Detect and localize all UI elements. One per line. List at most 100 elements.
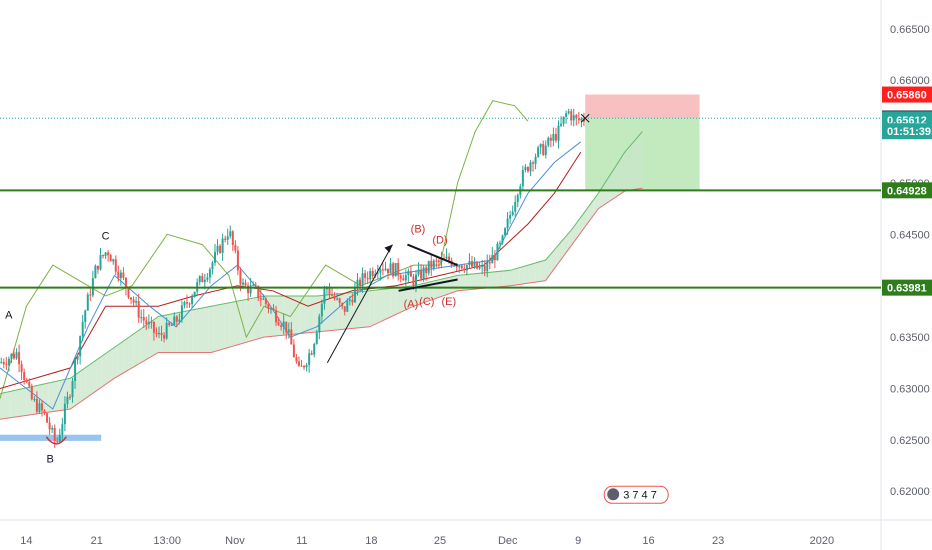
candle-body [399, 275, 402, 279]
cloud-segment [396, 287, 402, 315]
candle-body [465, 265, 468, 271]
candle-body [175, 316, 178, 322]
wave-label: (B) [411, 223, 426, 235]
candle-body [203, 279, 206, 283]
candle-body [231, 231, 234, 246]
candle-body [102, 254, 105, 257]
candle-body [107, 252, 110, 256]
candle-body [18, 352, 21, 365]
cloud-segment [524, 264, 530, 284]
candle-body [359, 279, 362, 286]
wave-label: (A) [404, 298, 419, 310]
cloud-segment [513, 267, 520, 286]
candle-body [89, 294, 92, 296]
cloud-segment [620, 150, 627, 194]
candle-body [387, 268, 390, 274]
cloud-segment [16, 388, 22, 417]
candle-body [364, 273, 367, 279]
candle-body [79, 336, 82, 357]
triangle-lower-line [398, 278, 458, 292]
candle-body [392, 263, 395, 277]
candle-body [127, 288, 130, 298]
cloud-segment [133, 329, 140, 367]
price-tick-label: 0.63000 [890, 383, 930, 395]
candle-body [300, 365, 303, 367]
time-tick-label: 2020 [810, 535, 834, 547]
candle-body [104, 252, 107, 257]
candle-body [68, 396, 71, 398]
candle-body [56, 440, 59, 442]
cloud-segment [610, 166, 616, 201]
candle-body [277, 322, 280, 326]
candle-body [211, 262, 214, 270]
last-bar-marker-icon [580, 113, 590, 123]
cloud-segment [123, 337, 129, 374]
candle-body [33, 398, 36, 400]
cloud-segment [171, 312, 177, 353]
cloud-segment [503, 270, 509, 287]
impulse-line [326, 244, 393, 364]
cloud-segment [0, 392, 6, 420]
cloud-segment [428, 281, 434, 302]
candle-body [137, 301, 140, 318]
candle-body [135, 301, 138, 303]
cloud-segment [208, 305, 215, 353]
cloud-segment [214, 304, 220, 352]
candle-body [239, 270, 242, 285]
cloud-segment [187, 309, 193, 353]
candle-body [208, 269, 211, 278]
candle-body [371, 271, 374, 276]
candle-body [264, 298, 267, 304]
candle-body [501, 235, 504, 243]
candle-body [346, 300, 349, 312]
cloud-segment [364, 290, 370, 328]
candle-body [323, 288, 326, 304]
wave-label: (C) [419, 296, 434, 308]
candle-body [455, 265, 458, 268]
candle-body [206, 277, 209, 280]
candle-body [226, 236, 229, 240]
cloud-segment [380, 288, 386, 322]
candle-body [282, 321, 285, 328]
candle-body [481, 265, 484, 268]
cloud-segment [155, 316, 161, 355]
candle-body [275, 309, 278, 323]
cloud-segment [492, 271, 498, 288]
candle-body [297, 361, 300, 366]
candle-body [509, 215, 512, 219]
candle-body [119, 272, 122, 279]
candle-body [290, 329, 293, 345]
cloud-segment [337, 293, 343, 330]
candle-body [333, 295, 336, 299]
candle-body [254, 284, 257, 286]
candle-body [376, 272, 379, 274]
cloud-segment [96, 356, 102, 391]
price-axis[interactable]: 0.665000.660000.655000.650000.645000.640… [882, 24, 932, 498]
candle-body [168, 322, 171, 326]
candle-body [331, 294, 334, 296]
candle-body [244, 282, 247, 286]
candle-body [213, 251, 216, 263]
candle-body [440, 258, 443, 263]
candle-body [40, 403, 43, 411]
candle-body [532, 162, 535, 164]
candle-body [544, 145, 547, 156]
candle-body [343, 306, 346, 312]
candle-body [351, 299, 354, 303]
candle-body [84, 310, 87, 323]
candle-body [425, 267, 428, 274]
time-axis[interactable]: 14 21 13:00 Nov 11 18 25 Dec 9 16 23 2020 [20, 535, 834, 547]
cloud-segment [101, 352, 108, 388]
price-badge [882, 279, 932, 296]
wave-b-arc [45, 436, 67, 445]
cloud-segment [10, 390, 17, 418]
candle-body [198, 276, 201, 283]
candle-body [562, 116, 565, 124]
candle-body [178, 319, 181, 322]
candle-body [221, 238, 224, 253]
cloud-segment [390, 287, 397, 317]
candle-body [152, 321, 155, 333]
cloud-segment [599, 183, 605, 208]
candle-body [402, 278, 405, 281]
